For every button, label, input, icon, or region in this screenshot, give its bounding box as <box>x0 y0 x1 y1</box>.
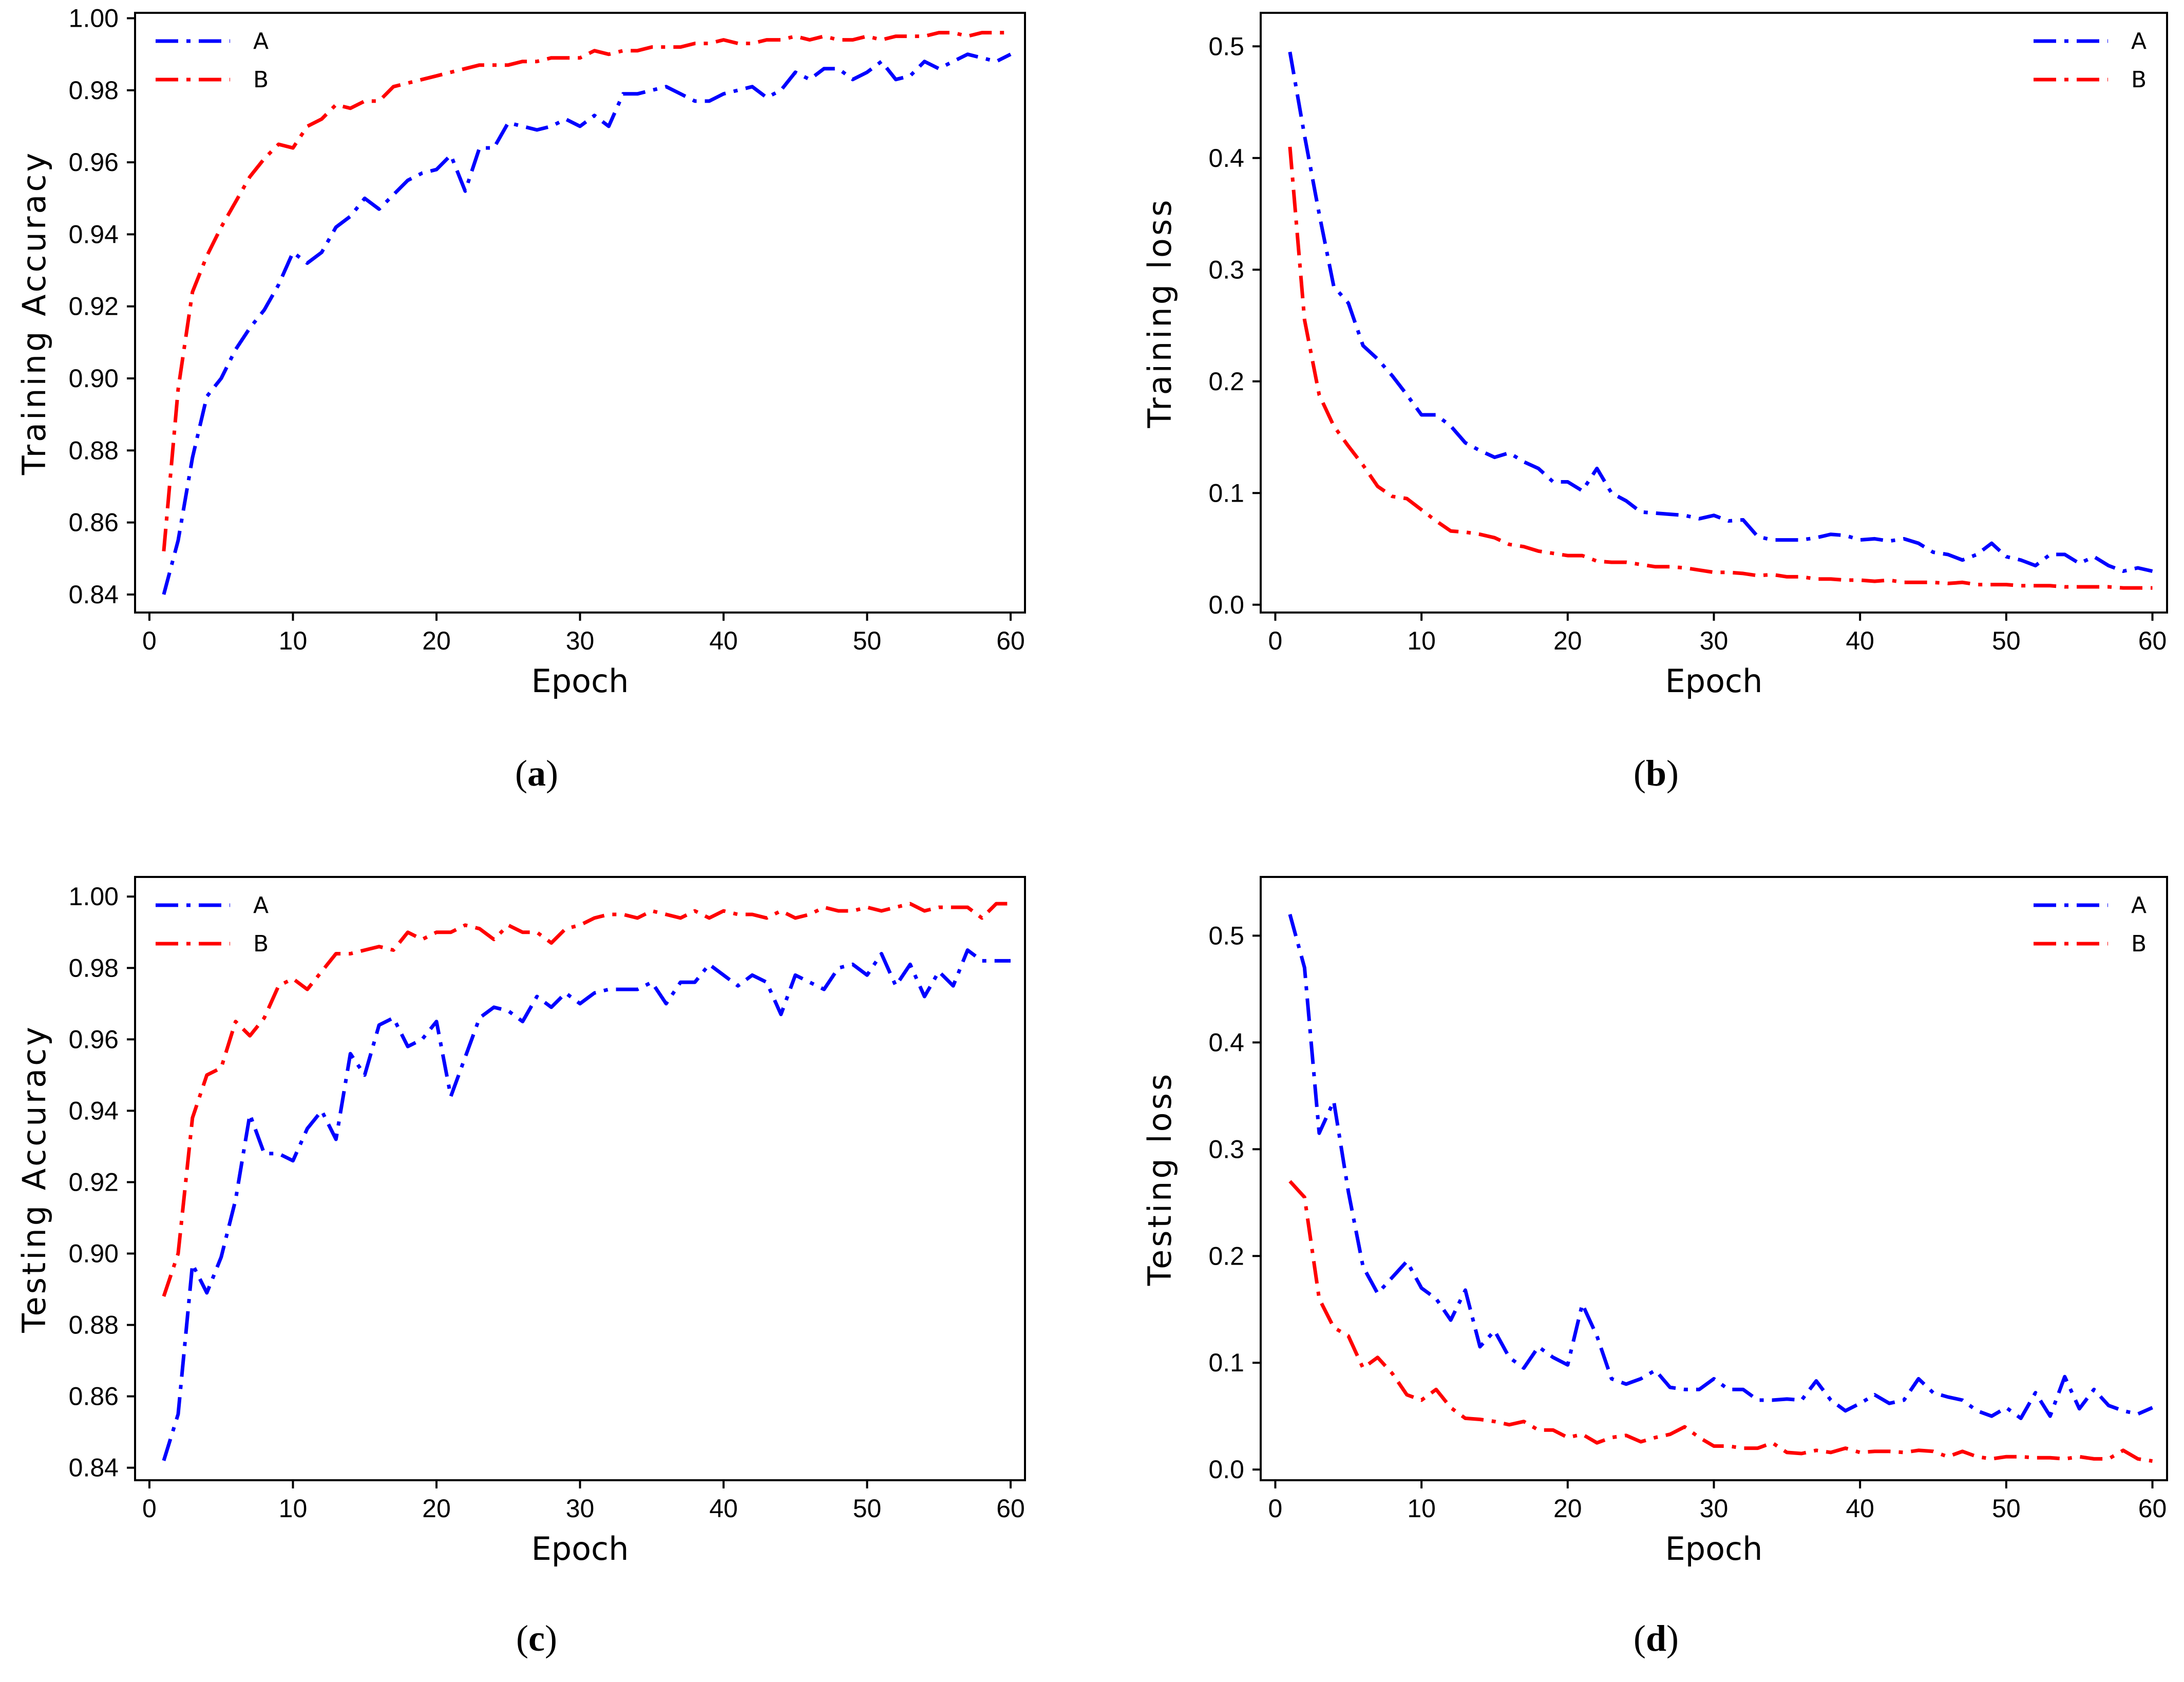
chart-panel-d: 0 10 20 30 40 50 60 0.0 0.1 0.2 0.3 0.4 0.5 Epoch Test… <box>1141 876 2168 1659</box>
series-line-A <box>162 948 1011 1461</box>
series-line-A <box>1288 51 2153 573</box>
legend-label-B: B <box>2131 931 2147 957</box>
y-tick-label: 0.3 <box>1208 255 1244 284</box>
x-tick-label: 20 <box>422 626 451 655</box>
y-tick-label: 0.90 <box>69 1239 119 1268</box>
series-line-B <box>1288 1180 2153 1463</box>
y-tick-label: 0.98 <box>69 953 119 982</box>
y-tick-label: 0.1 <box>1208 1348 1244 1377</box>
legend-label-B: B <box>253 931 269 957</box>
y-tick-label: 0.94 <box>69 220 119 249</box>
y-tick-label: 0.4 <box>1208 1028 1244 1057</box>
x-tick-label: 20 <box>422 1494 451 1523</box>
x-tick-label: 60 <box>996 626 1025 655</box>
panel-letter: d <box>1646 1618 1666 1659</box>
x-tick-label: 30 <box>1700 1494 1729 1523</box>
x-tick-label: 30 <box>566 626 595 655</box>
chart-panel-c: 0 10 20 30 40 50 60 0.84 0.86 0.88 0.90 0.92 0.94 0.9… <box>15 876 1026 1659</box>
y-tick-label: 0.2 <box>1208 1241 1244 1270</box>
legend-label-A: A <box>2131 892 2147 919</box>
x-tick-label: 20 <box>1553 626 1582 655</box>
y-tick-label: 0.92 <box>69 1168 119 1196</box>
x-axis-title: Epoch <box>531 662 629 700</box>
y-tick-label: 0.3 <box>1208 1135 1244 1163</box>
y-tick-label: 0.92 <box>69 292 119 321</box>
x-tick-label: 10 <box>279 626 308 655</box>
panel-caption: (a) <box>515 753 558 794</box>
panel-caption: (d) <box>1634 1618 1679 1659</box>
y-axis-title: Training Accuracy <box>15 150 53 475</box>
y-tick-label: 0.84 <box>69 1454 119 1482</box>
legend-label-A: A <box>2131 28 2147 54</box>
x-tick-label: 50 <box>1992 626 2021 655</box>
legend-label-A: A <box>253 28 269 54</box>
x-tick-label: 40 <box>1846 1494 1874 1523</box>
y-tick-label: 0.96 <box>69 148 119 177</box>
panel-caption: (c) <box>516 1618 557 1659</box>
panel-letter: c <box>528 1618 545 1659</box>
x-axis-title: Epoch <box>1665 662 1763 700</box>
x-tick-label: 50 <box>853 1494 882 1523</box>
y-tick-label: 0.94 <box>69 1096 119 1125</box>
chart-panel-b: 0 10 20 30 40 50 60 0.0 0.1 0.2 0.3 0.4 0.5 Epoch Trai… <box>1141 12 2168 794</box>
x-tick-label: 40 <box>709 626 738 655</box>
y-tick-label: 1.00 <box>69 882 119 911</box>
legend-label-A: A <box>253 892 269 919</box>
x-axis-title: Epoch <box>531 1530 629 1568</box>
y-tick-label: 0.0 <box>1208 590 1244 619</box>
panel-caption: (b) <box>1634 753 1679 794</box>
y-tick-label: 0.0 <box>1208 1455 1244 1484</box>
y-tick-label: 0.84 <box>69 580 119 609</box>
plot-frame <box>1260 876 2168 1481</box>
x-tick-label: 0 <box>1268 1494 1283 1523</box>
series-line-A <box>162 52 1012 595</box>
y-tick-label: 0.5 <box>1208 32 1244 61</box>
x-tick-label: 40 <box>1846 626 1874 655</box>
y-tick-label: 0.86 <box>69 1382 119 1411</box>
legend-label-B: B <box>2131 67 2147 93</box>
x-tick-label: 50 <box>1992 1494 2021 1523</box>
y-tick-label: 0.90 <box>69 364 119 393</box>
y-tick-label: 0.98 <box>69 76 119 105</box>
y-tick-label: 1.00 <box>69 4 119 33</box>
x-tick-label: 50 <box>853 626 882 655</box>
y-tick-label: 0.88 <box>69 1311 119 1340</box>
series-line-B <box>162 31 1011 552</box>
x-tick-label: 0 <box>142 626 157 655</box>
x-axis-title: Epoch <box>1665 1530 1763 1568</box>
x-tick-label: 0 <box>1268 626 1283 655</box>
series-line-A <box>1288 913 2153 1420</box>
y-tick-label: 0.4 <box>1208 144 1244 173</box>
panel-letter: a <box>527 753 546 794</box>
y-tick-label: 0.1 <box>1208 479 1244 507</box>
x-tick-label: 10 <box>1407 1494 1436 1523</box>
x-tick-label: 60 <box>996 1494 1025 1523</box>
series-line-B <box>162 902 1011 1297</box>
x-tick-label: 10 <box>279 1494 308 1523</box>
x-tick-label: 20 <box>1553 1494 1582 1523</box>
y-tick-label: 0.96 <box>69 1025 119 1054</box>
x-tick-label: 60 <box>2138 1494 2167 1523</box>
x-tick-label: 60 <box>2138 626 2167 655</box>
x-tick-label: 30 <box>566 1494 595 1523</box>
legend-label-B: B <box>253 67 269 93</box>
y-tick-label: 0.2 <box>1208 367 1244 396</box>
y-tick-label: 0.86 <box>69 508 119 537</box>
panel-letter: b <box>1646 753 1666 794</box>
y-tick-label: 0.5 <box>1208 921 1244 950</box>
x-tick-label: 40 <box>709 1494 738 1523</box>
plot-frame <box>134 876 1026 1481</box>
y-axis-title: Training loss <box>1141 197 1179 428</box>
y-tick-label: 0.88 <box>69 436 119 465</box>
y-axis-title: Testing Accuracy <box>15 1024 53 1333</box>
x-tick-label: 10 <box>1407 626 1436 655</box>
plot-frame <box>134 12 1026 614</box>
x-tick-label: 30 <box>1700 626 1729 655</box>
series-line-B <box>1288 146 2153 590</box>
x-tick-label: 0 <box>142 1494 157 1523</box>
chart-panel-a: 0 10 20 30 40 50 60 0.84 0.86 0.88 0.90 0.92 0.94 0.9… <box>15 4 1026 794</box>
y-axis-title: Testing loss <box>1141 1072 1179 1286</box>
plot-frame <box>1260 12 2168 614</box>
